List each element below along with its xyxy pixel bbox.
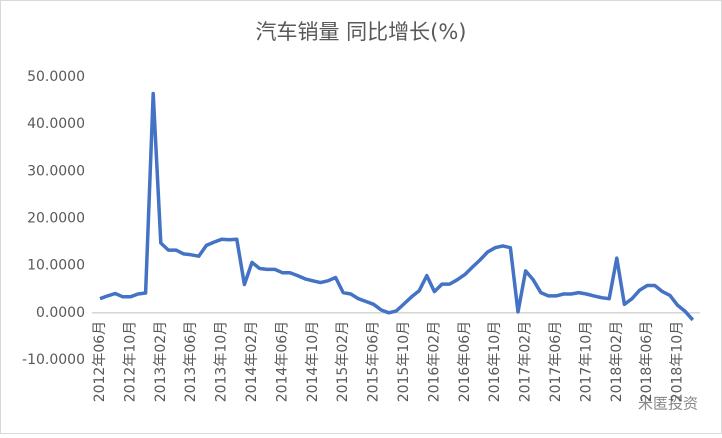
y-tick-label: 20.0000 [27,211,85,227]
x-tick-label: 2013年10月 [214,321,230,402]
x-tick-label: 2014年06月 [274,321,290,402]
x-tick-label: 2018年06月 [639,321,655,402]
x-tick-label: 2016年06月 [457,321,473,402]
x-tick-label: 2015年06月 [366,321,382,402]
x-tick-label: 2016年10月 [487,321,503,402]
line-series [99,91,695,322]
x-tick-label: 2013年06月 [183,321,199,402]
x-tick-label: 2015年10月 [396,321,412,402]
x-tick-label: 2014年02月 [244,321,260,402]
y-tick-label: 30.0000 [27,163,85,179]
x-tick-label: 2014年10月 [305,321,321,402]
y-tick-label: 50.0000 [27,69,85,85]
x-tick-label: 2018年10月 [670,321,686,402]
x-tick-label: 2012年10月 [122,321,138,402]
x-tick-label: 2017年10月 [578,321,594,402]
x-tick-label: 2012年06月 [92,321,108,402]
x-tick-label: 2017年02月 [518,321,534,402]
x-tick-label: 2018年02月 [609,321,625,402]
y-tick-label: 40.0000 [27,116,85,132]
y-tick-label: -10.0000 [22,352,85,368]
x-tick-label: 2015年02月 [335,321,351,402]
x-tick-label: 2013年02月 [153,321,169,402]
x-tick-label: 2016年02月 [426,321,442,402]
chart-title: 汽车销量 同比增长(%) [255,20,466,44]
x-tick-label: 2017年06月 [548,321,564,402]
y-tick-label: 10.0000 [27,258,85,274]
y-tick-label: 0.0000 [36,305,85,321]
watermark: 米匿投资 [638,395,698,413]
